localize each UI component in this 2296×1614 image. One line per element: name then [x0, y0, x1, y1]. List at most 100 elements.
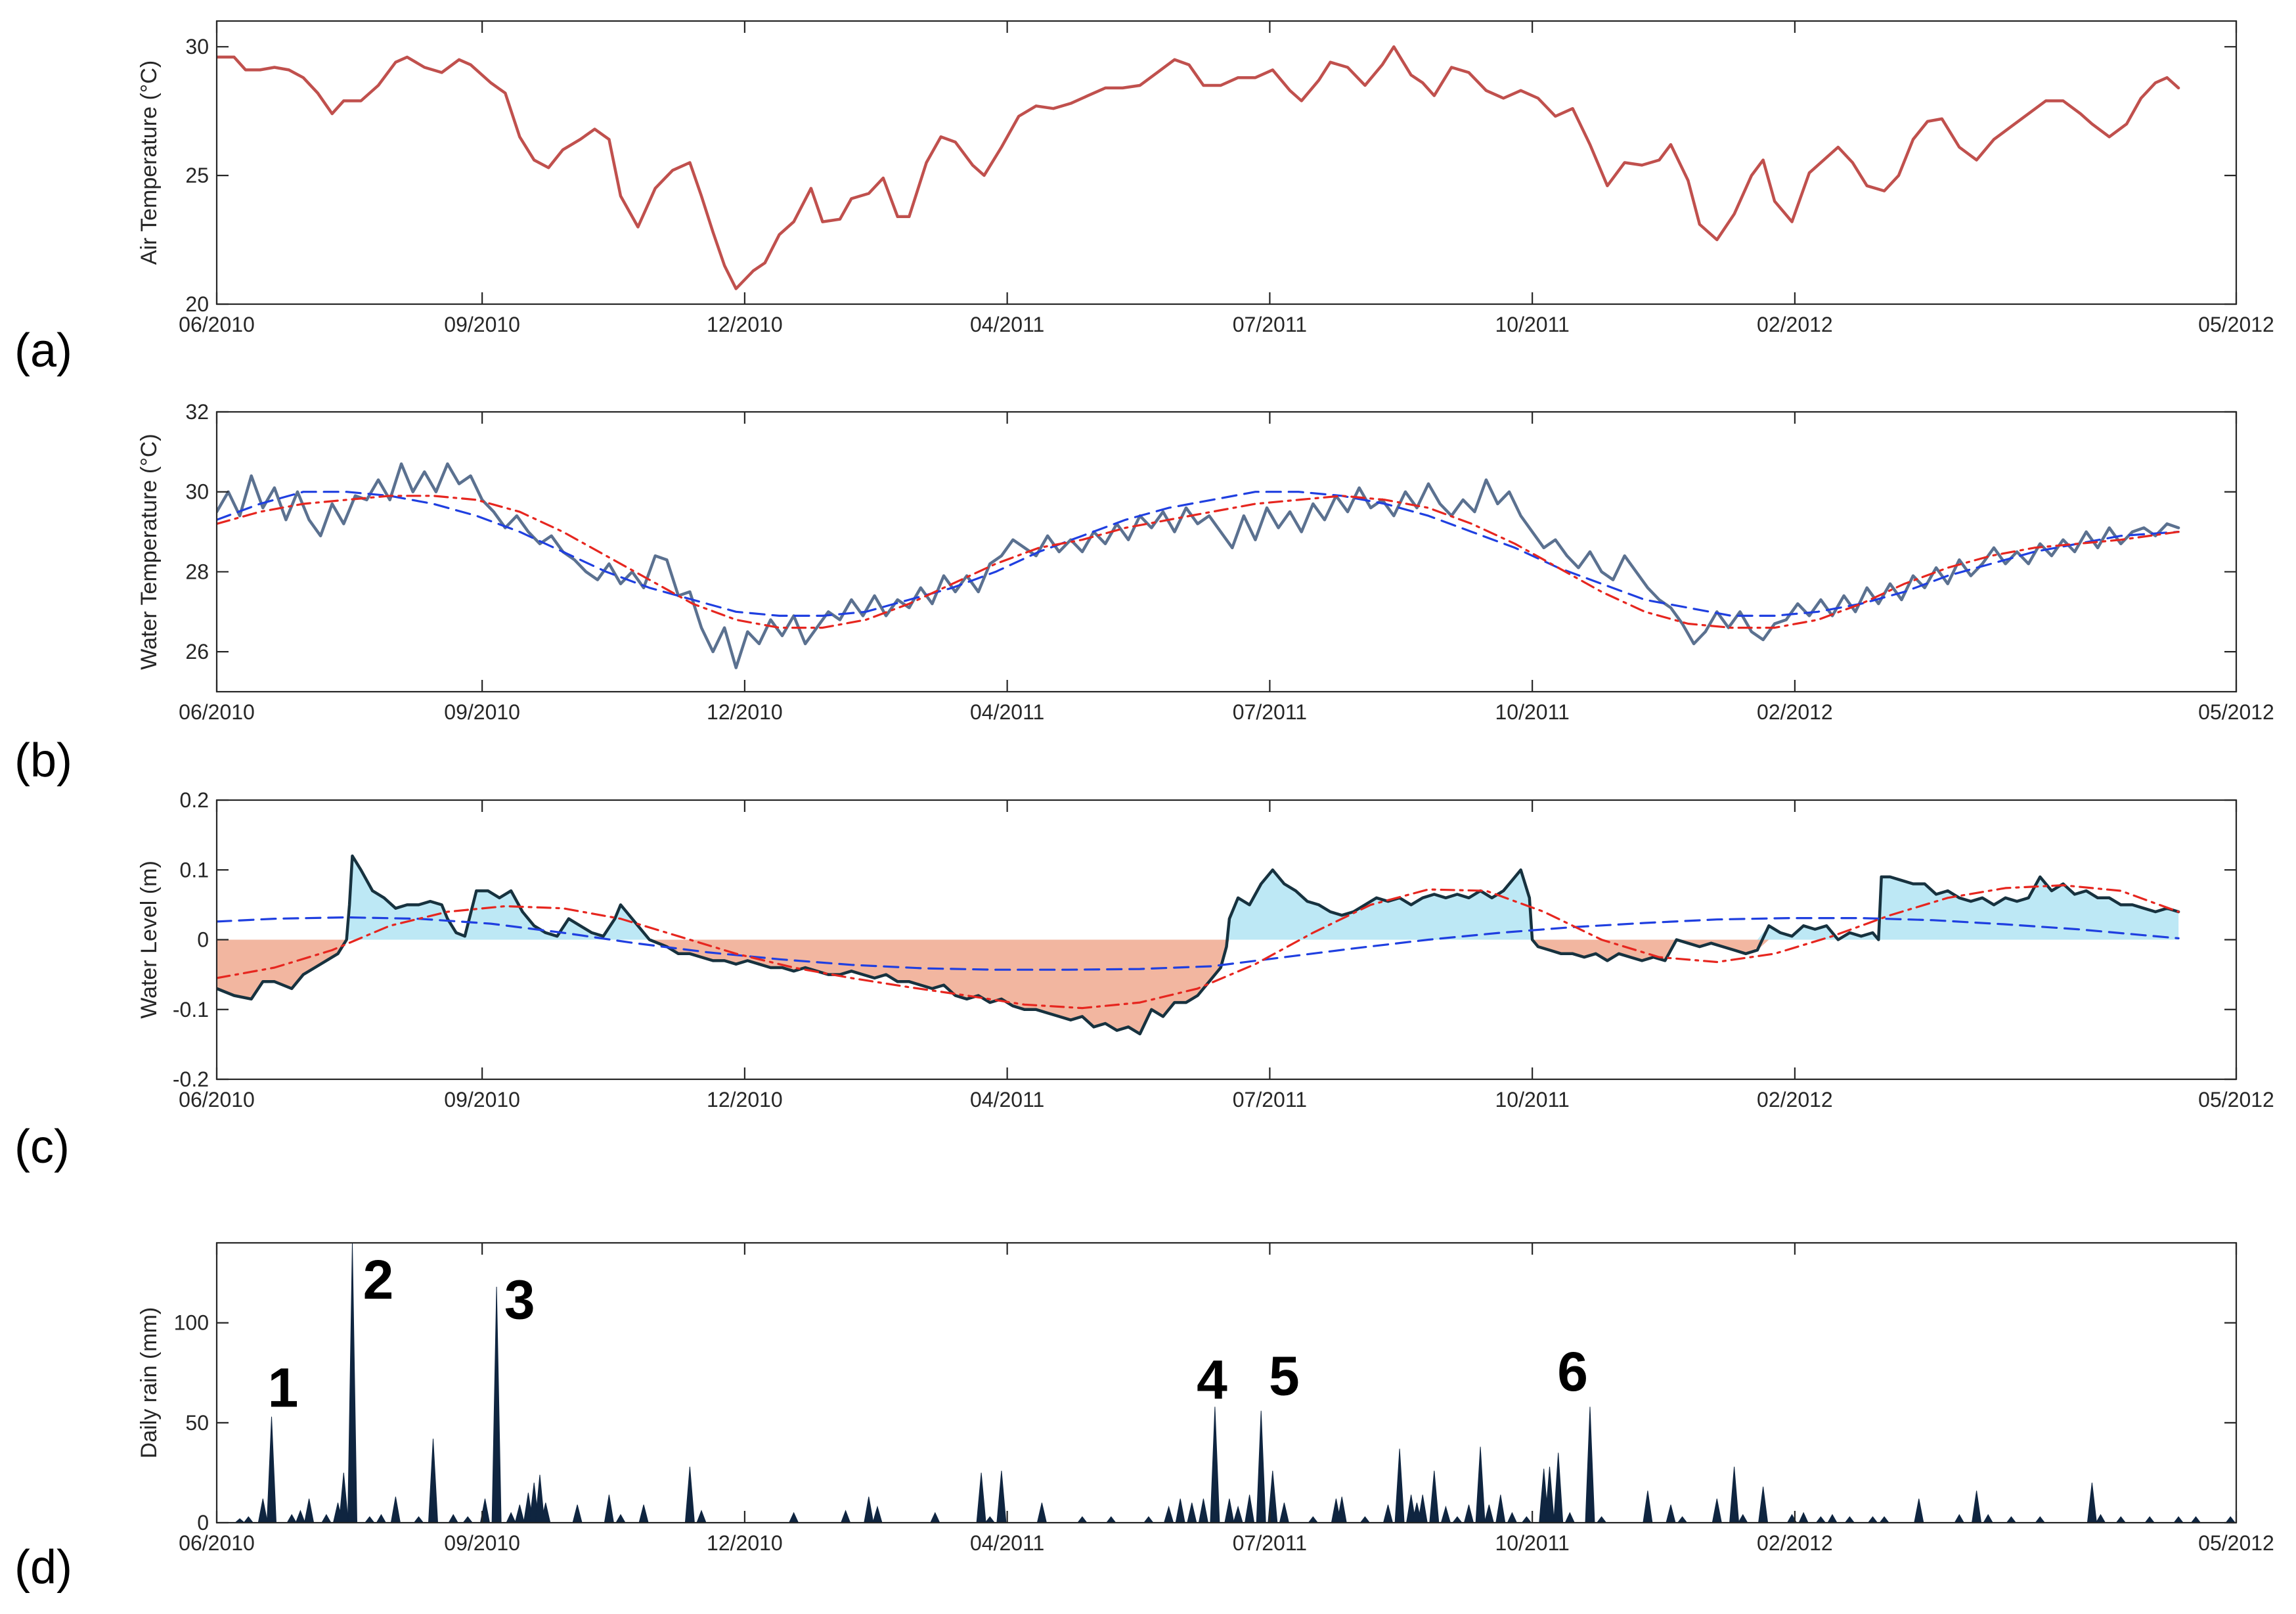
rain-spike: [2289, 1511, 2296, 1523]
rain-spike: [1643, 1491, 1653, 1523]
rain-spike: [304, 1498, 315, 1523]
series-line-semi-annual-harmonic-fit: [217, 495, 2180, 629]
negative-anomaly-area: [217, 939, 2179, 1034]
rain-spike: [984, 1516, 995, 1523]
rain-spike: [1954, 1513, 1964, 1523]
panel-water-level: -0.2 -0.1 0 0.1 0.2 06/2010 09/2010 12/2010 04/2…: [14, 788, 2274, 1173]
panel-air-temperature: 20 25 30 06/2010 09/2010 12/2010 04/2011 07/201…: [14, 20, 2274, 377]
rain-spike: [390, 1496, 401, 1523]
rain-spike: [1484, 1504, 1494, 1523]
y-axis-label: Water Level (m): [137, 861, 162, 1019]
rain-spike: [841, 1510, 851, 1523]
rain-spike: [1463, 1504, 1474, 1523]
rain-event-label: 5: [1269, 1345, 1300, 1406]
rain-spike: [1914, 1498, 1924, 1523]
rain-spike: [1394, 1448, 1405, 1523]
axes-frame: [215, 20, 2238, 305]
x-tick-label: 04/2011: [970, 313, 1044, 336]
rain-spike: [257, 1498, 268, 1523]
series-line-annual-harmonic-fit: [217, 491, 2180, 617]
rain-spike: [1844, 1516, 1855, 1523]
rain-spike: [1758, 1487, 1769, 1523]
y-tick-label: -0.1: [173, 998, 209, 1021]
x-tick-label: 02/2012: [1757, 313, 1833, 336]
rain-spike: [1475, 1446, 1486, 1523]
x-tick-label: 04/2011: [970, 1531, 1044, 1555]
x-tick-label: 05/2012: [2198, 700, 2274, 724]
rain-spike: [2035, 1516, 2045, 1523]
rain-spike: [338, 1472, 349, 1523]
rain-event-label: 2: [363, 1249, 394, 1311]
rain-spike: [1143, 1516, 1154, 1523]
panel-water-temperature: 26 28 30 32 06/2010 09/2010 12/2010 04/2011 07/2…: [14, 400, 2274, 787]
y-axis-label: Daily rain (mm): [137, 1307, 162, 1458]
x-tick-label: 12/2010: [707, 1088, 783, 1111]
rain-spike: [789, 1512, 799, 1523]
y-tick-label: 0.2: [180, 788, 209, 812]
x-tick-label: 07/2011: [1233, 313, 1307, 336]
rain-spike: [1983, 1513, 1993, 1523]
series-line-annual-harmonic-fit: [217, 916, 2180, 971]
x-tick-label: 06/2010: [179, 700, 255, 724]
rain-spike: [1972, 1491, 1982, 1523]
rain-spike: [1729, 1466, 1740, 1523]
series-line-semi-annual-harmonic-fit: [217, 884, 2180, 1010]
rain-spike: [615, 1513, 626, 1523]
rain-spike: [1336, 1496, 1347, 1523]
rain-spike: [1308, 1516, 1318, 1523]
y-tick-label: 32: [185, 400, 209, 424]
y-tick-label: 25: [185, 164, 209, 187]
rain-spike: [1268, 1470, 1278, 1523]
rain-event-label: 1: [268, 1357, 299, 1419]
rain-spike: [1867, 1516, 1878, 1523]
y-tick-label: 0: [197, 928, 209, 952]
y-tick-label: 30: [185, 480, 209, 504]
rain-spike: [2190, 1516, 2201, 1523]
rain-spike: [448, 1513, 458, 1523]
series-line-air-temperature: [217, 45, 2180, 290]
positive-anomaly-area: [217, 856, 2179, 940]
x-tick-label: 12/2010: [707, 1531, 783, 1555]
series-line-water-temperature: [217, 462, 2180, 669]
x-tick-label: 02/2012: [1757, 700, 1833, 724]
rain-spike: [286, 1513, 297, 1523]
rain-spike: [1164, 1505, 1174, 1523]
rain-spike: [1106, 1516, 1116, 1523]
rain-spike: [347, 1243, 358, 1523]
rain-event-label: 6: [1557, 1341, 1588, 1402]
panel-label: (a): [14, 325, 72, 377]
rain-spike: [491, 1286, 502, 1523]
panel-daily-rain: 0 50 100 06/2010 09/2010 12/2010 04/2011 07/201…: [14, 1242, 2296, 1594]
y-tick-label: 20: [185, 292, 209, 316]
x-tick-label: 04/2011: [970, 1088, 1044, 1111]
plot-area: [217, 462, 2180, 669]
rain-spike: [1827, 1513, 1838, 1523]
rain-spike: [541, 1502, 551, 1523]
rain-spike: [996, 1470, 1007, 1523]
rain-spike: [2225, 1516, 2236, 1523]
rain-spike: [1245, 1494, 1255, 1523]
x-tick-label: 06/2010: [179, 1531, 255, 1555]
rain-spike: [1210, 1406, 1220, 1523]
rain-spike: [266, 1416, 277, 1523]
axes-frame: [215, 1242, 2238, 1524]
rain-spike: [1711, 1498, 1722, 1523]
rain-spike: [1815, 1516, 1826, 1523]
plot-area: [217, 1243, 2296, 1523]
x-tick-label: 12/2010: [707, 313, 783, 336]
rain-spike: [1429, 1470, 1440, 1523]
rain-spike: [2095, 1513, 2106, 1523]
rain-spike: [572, 1504, 583, 1523]
rain-spike: [1224, 1498, 1235, 1523]
x-tick-label: 04/2011: [970, 700, 1044, 724]
rain-event-label: 3: [504, 1269, 535, 1331]
y-tick-label: -0.2: [173, 1067, 209, 1091]
rain-spike: [1279, 1502, 1289, 1523]
rain-spike: [535, 1474, 545, 1523]
rain-spike: [2115, 1516, 2126, 1523]
rain-spike: [2275, 1359, 2284, 1523]
rain-spike: [930, 1512, 940, 1523]
rain-spike: [2086, 1483, 2097, 1523]
rain-spike: [1077, 1516, 1088, 1523]
